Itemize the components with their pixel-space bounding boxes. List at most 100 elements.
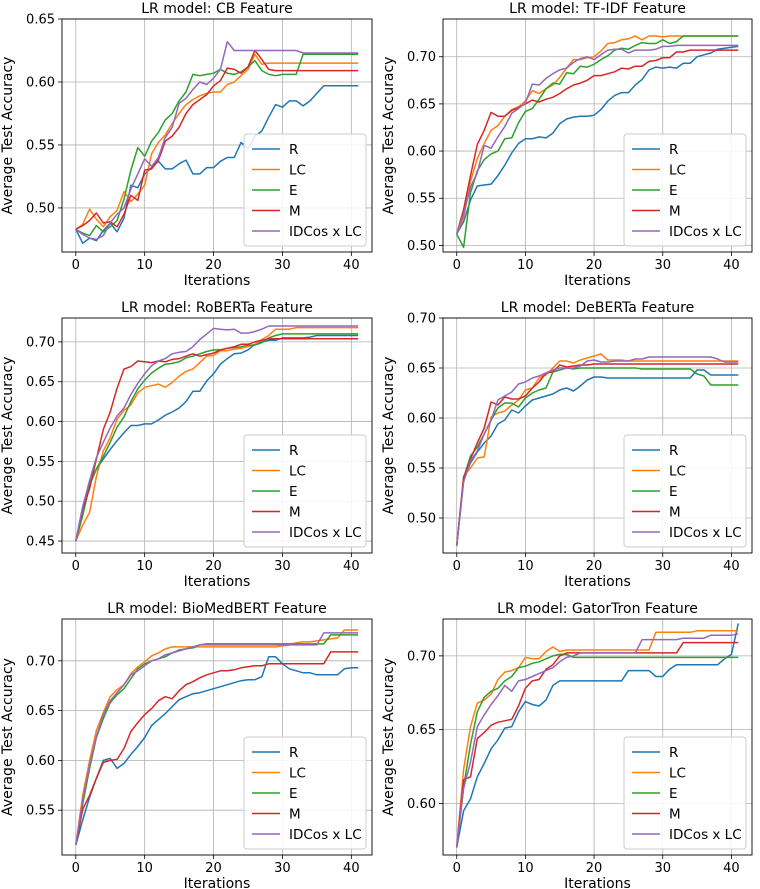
legend-label: LC [289, 464, 306, 480]
chart-title: LR model: BioMedBERT Feature [107, 601, 326, 617]
x-tick-label: 0 [72, 861, 80, 876]
y-tick-label: 0.50 [407, 239, 436, 254]
plot-frame [61, 618, 373, 856]
chart-title: LR model: RoBERTa Feature [121, 300, 313, 316]
x-tick-label: 40 [343, 861, 360, 876]
series-line-e [455, 367, 739, 547]
y-tick-label: 0.70 [26, 335, 55, 350]
chart-4: 0 10 20 30 40 0.55 0.60 0.65 0.70 LR model: BioMe… [0, 601, 373, 889]
legend-label: E [669, 183, 678, 199]
series-line-e [456, 35, 739, 249]
series-line-e [75, 333, 359, 542]
y-tick-label: 0.65 [407, 362, 436, 377]
legend-label: R [669, 443, 678, 459]
series-line-e [455, 653, 739, 848]
series-line-r [455, 369, 739, 547]
y-tick-label: 0.55 [407, 462, 436, 477]
legend: R LC EM IDCos x LC [243, 434, 367, 548]
series-line-r [75, 85, 359, 244]
x-tick-label: 0 [453, 861, 461, 876]
legend-box [243, 133, 367, 247]
y-tick-label: 0.55 [26, 138, 55, 153]
x-tick-label: 0 [453, 559, 461, 574]
legend-label: IDCos x LC [289, 224, 362, 240]
legend-label: M [669, 807, 681, 823]
legend-label: E [289, 786, 298, 802]
x-tick-label: 10 [517, 258, 534, 273]
plot-frame [61, 317, 373, 554]
legend-label: R [669, 142, 678, 158]
legend-label: M [669, 204, 681, 220]
legend-label: IDCos x LC [289, 827, 362, 843]
legend-label: R [289, 745, 298, 761]
y-axis-label: Average Test Accuracy [381, 357, 397, 515]
legend-label: IDCos x LC [669, 525, 742, 541]
legend-label: E [289, 484, 298, 500]
legend: R LC EM IDCos x LC [623, 736, 747, 850]
x-tick-label: 0 [453, 258, 461, 273]
series-line-lc [455, 630, 739, 848]
x-axis-label: Iterations [564, 574, 631, 590]
legend-label: R [289, 443, 298, 459]
legend-box [243, 736, 367, 850]
series-line-idcos-x-lc [455, 356, 739, 547]
y-tick-label: 0.60 [407, 797, 436, 812]
series-line-e [75, 53, 359, 237]
legend-label: IDCos x LC [669, 827, 742, 843]
y-tick-label: 0.55 [26, 455, 55, 470]
x-axis-label: Iterations [564, 273, 631, 289]
chart-0: 0 10 20 30 40 0.50 0.55 0.60 0.65 LR model: CB Fe… [0, 1, 373, 289]
x-tick-label: 20 [205, 258, 222, 273]
y-tick-label: 0.70 [26, 654, 55, 669]
y-tick-label: 0.60 [26, 754, 55, 769]
series-line-idcos-x-lc [75, 325, 359, 542]
legend-label: IDCos x LC [669, 224, 742, 240]
legend: R LC EM IDCos x LC [243, 736, 367, 850]
series-line-m [75, 651, 359, 846]
plot-frame [442, 618, 753, 856]
y-tick-label: 0.60 [407, 412, 436, 427]
series-line-r [75, 334, 359, 542]
chart-title: LR model: CB Feature [141, 1, 292, 17]
x-axis-label: Iterations [184, 273, 251, 289]
series-line-idcos-x-lc [455, 44, 739, 235]
legend-label: M [289, 505, 301, 521]
legend-label: LC [669, 464, 686, 480]
y-tick-label: 0.65 [407, 97, 436, 112]
x-tick-label: 20 [205, 559, 222, 574]
plot-frame [442, 18, 753, 253]
series-line-idcos-x-lc [75, 632, 359, 846]
x-tick-label: 20 [586, 258, 603, 273]
chart-5: 0 10 20 30 40 0.60 0.65 0.70 LR model: GatorTron… [381, 601, 753, 889]
y-tick-label: 0.45 [26, 535, 55, 550]
x-tick-label: 30 [274, 559, 291, 574]
y-axis-label: Average Test Accuracy [381, 57, 397, 215]
legend: R LC EM IDCos x LC [243, 133, 367, 247]
y-axis-label: Average Test Accuracy [0, 357, 16, 515]
chart-2: 0 10 20 30 40 0.45 0.50 0.55 0.60 0.65 0.70 LR mode… [0, 300, 373, 590]
series-line-r [455, 623, 740, 848]
series-line-idcos-x-lc [455, 633, 739, 848]
legend-label: LC [289, 163, 306, 179]
y-tick-label: 0.50 [407, 512, 436, 527]
legend-label: E [669, 484, 678, 500]
series-line-idcos-x-lc [75, 40, 359, 241]
legend-box [623, 434, 747, 548]
legend-label: LC [669, 766, 686, 782]
x-tick-label: 0 [72, 559, 80, 574]
series-line-m [455, 363, 739, 547]
x-axis-label: Iterations [184, 876, 251, 889]
x-tick-label: 10 [517, 559, 534, 574]
x-tick-label: 30 [274, 861, 291, 876]
y-axis-label: Average Test Accuracy [0, 57, 16, 215]
y-tick-label: 0.60 [26, 75, 55, 90]
legend-box [623, 133, 747, 247]
legend: R LC EM IDCos x LC [623, 434, 747, 548]
legend-label: M [289, 807, 301, 823]
legend-label: LC [289, 766, 306, 782]
y-tick-label: 0.65 [407, 723, 436, 738]
y-tick-label: 0.60 [26, 415, 55, 430]
y-tick-label: 0.70 [407, 50, 436, 65]
legend-label: E [289, 183, 298, 199]
chart-3: 0 10 20 30 40 0.50 0.55 0.60 0.65 0.70 LR model: D… [381, 300, 753, 590]
